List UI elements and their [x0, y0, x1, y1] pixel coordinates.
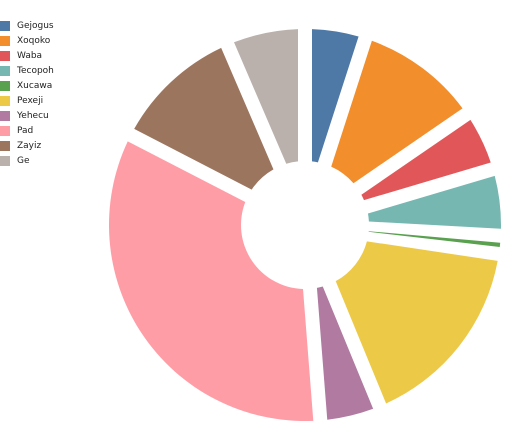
legend-item: Xucawa — [0, 78, 54, 93]
pie-slice-gejogus — [311, 29, 359, 163]
legend-swatch — [0, 155, 10, 166]
legend-swatch — [0, 80, 10, 91]
legend-item: Zayiz — [0, 138, 54, 153]
pie-slice-waba — [361, 119, 491, 201]
legend-label: Zayiz — [17, 140, 42, 151]
legend-swatch — [0, 140, 10, 151]
legend-label: Ge — [17, 155, 30, 166]
legend-label: Tecopoh — [17, 65, 54, 76]
legend-swatch — [0, 95, 10, 106]
legend-label: Pad — [17, 125, 34, 136]
legend-swatch — [0, 35, 10, 46]
legend-swatch — [0, 50, 10, 61]
legend-item: Yehecu — [0, 108, 54, 123]
legend-label: Yehecu — [17, 110, 49, 121]
legend-item: Ge — [0, 153, 54, 168]
legend-item: Pexeji — [0, 93, 54, 108]
legend: Gejogus Xoqoko Waba Tecopoh Xucawa Pexeji Yehe… — [0, 18, 54, 168]
legend-label: Waba — [17, 50, 43, 61]
pie-slice-pad — [109, 141, 314, 421]
pie-slice-xucawa — [368, 231, 501, 248]
legend-label: Gejogus — [17, 20, 54, 31]
pie-slice-zayiz — [134, 47, 274, 190]
legend-item: Gejogus — [0, 18, 54, 33]
pie-slice-pexeji — [335, 241, 498, 404]
legend-swatch — [0, 110, 10, 121]
pie-slice-ge — [234, 29, 299, 164]
legend-item: Tecopoh — [0, 63, 54, 78]
pie-slice-yehecu — [316, 286, 374, 420]
legend-label: Xoqoko — [17, 35, 51, 46]
legend-item: Xoqoko — [0, 33, 54, 48]
legend-swatch — [0, 125, 10, 136]
legend-label: Pexeji — [17, 95, 44, 106]
pie-slice-tecopoh — [367, 175, 501, 229]
legend-item: Waba — [0, 48, 54, 63]
legend-swatch — [0, 65, 10, 76]
legend-swatch — [0, 20, 10, 31]
legend-label: Xucawa — [17, 80, 53, 91]
legend-item: Pad — [0, 123, 54, 138]
pie-slice-xoqoko — [331, 40, 463, 184]
